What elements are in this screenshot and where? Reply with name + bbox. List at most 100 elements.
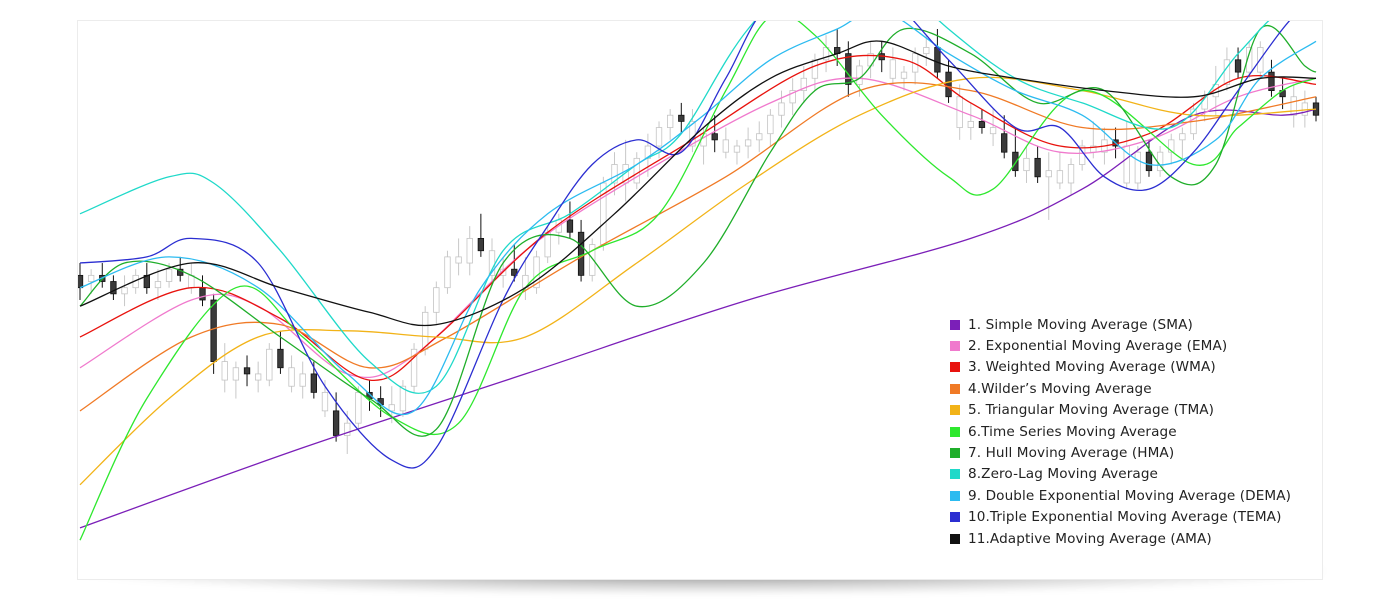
candle-body xyxy=(1056,170,1064,184)
ma-line-10 xyxy=(79,21,1291,469)
legend-swatch xyxy=(950,448,960,459)
candle-body xyxy=(611,164,618,184)
candle-body xyxy=(78,274,84,289)
candle-body xyxy=(243,367,251,375)
candle-body xyxy=(1246,47,1253,73)
candle-body xyxy=(477,238,485,252)
legend-swatch xyxy=(950,319,960,330)
legend-item-ema: 2. Exponential Moving Average (EMA) xyxy=(950,335,1310,356)
legend-swatch xyxy=(950,341,960,352)
candle-body xyxy=(845,53,852,85)
candle-body xyxy=(1268,71,1275,91)
candle-body xyxy=(1223,59,1231,85)
candle-body xyxy=(1045,170,1052,178)
candle-body xyxy=(399,385,407,412)
candle-body xyxy=(577,231,585,276)
ma-line-9 xyxy=(79,21,1317,416)
candle-body xyxy=(889,59,897,79)
ma-line-3 xyxy=(79,54,1317,381)
legend-label: 9. Double Exponential Moving Average (DE… xyxy=(968,487,1292,504)
chart-panel xyxy=(77,20,1323,580)
candle-body xyxy=(667,114,674,128)
ma-line-7 xyxy=(79,25,1317,437)
candle-body xyxy=(355,391,362,424)
candle-body xyxy=(511,268,518,276)
candle-body xyxy=(221,361,228,381)
candle-body xyxy=(533,256,540,289)
candle-body xyxy=(978,120,986,128)
legend-item-tma: 5. Triangular Moving Average (TMA) xyxy=(950,400,1310,421)
candle-body xyxy=(344,422,351,436)
moving-average-lines xyxy=(79,21,1317,541)
ma-line-1 xyxy=(79,108,1317,529)
legend-label: 5. Triangular Moving Average (TMA) xyxy=(968,402,1215,419)
candle-body xyxy=(210,299,217,362)
candle-body xyxy=(989,127,997,135)
legend-label: 7. Hull Moving Average (HMA) xyxy=(968,445,1175,462)
legend-swatch xyxy=(950,383,960,394)
legend-label: 4.Wilder’s Moving Average xyxy=(968,380,1152,397)
legend: 1. Simple Moving Average (SMA) 2. Expone… xyxy=(950,314,1310,549)
candle-body xyxy=(154,281,162,289)
candle-body xyxy=(767,114,774,135)
candle-body xyxy=(1001,133,1008,153)
legend-item-wma: 3. Weighted Moving Average (WMA) xyxy=(950,357,1310,378)
chart-svg xyxy=(78,21,1320,541)
legend-label: 3. Weighted Moving Average (WMA) xyxy=(968,359,1216,376)
candle-body xyxy=(288,367,295,387)
candle-body xyxy=(388,404,395,412)
candle-body xyxy=(589,244,596,276)
candle-body xyxy=(1301,102,1309,116)
candle-body xyxy=(299,373,306,387)
candle-body xyxy=(121,287,128,295)
candle-body xyxy=(722,139,729,153)
candle-body xyxy=(255,373,262,381)
candle-body xyxy=(321,391,329,412)
legend-item-zero-lag: 8.Zero-Lag Moving Average xyxy=(950,464,1310,485)
legend-label: 11.Adaptive Moving Average (AMA) xyxy=(968,530,1212,547)
candle-body xyxy=(188,274,195,289)
candle-body xyxy=(266,348,273,381)
candle-body xyxy=(455,256,462,264)
candle-body xyxy=(900,71,908,79)
candle-body xyxy=(1023,157,1030,172)
legend-item-ama: 11.Adaptive Moving Average (AMA) xyxy=(950,528,1310,549)
candle-body xyxy=(1145,151,1153,172)
ma-line-8 xyxy=(79,21,1270,394)
legend-item-sma: 1. Simple Moving Average (SMA) xyxy=(950,314,1310,335)
candle-body xyxy=(332,410,340,436)
candle-body xyxy=(1134,151,1141,184)
legend-label: 6.Time Series Moving Average xyxy=(968,423,1177,440)
candle-body xyxy=(733,145,741,153)
candle-body xyxy=(789,90,796,104)
candle-body xyxy=(744,139,752,147)
legend-label: 10.Triple Exponential Moving Average (TE… xyxy=(968,509,1282,526)
legend-label: 2. Exponential Moving Average (EMA) xyxy=(968,338,1228,355)
legend-swatch xyxy=(950,362,960,373)
candle-body xyxy=(566,219,574,233)
legend-swatch xyxy=(950,426,960,437)
candle-body xyxy=(87,274,95,282)
candle-body xyxy=(199,287,206,301)
candle-body xyxy=(945,71,952,98)
candle-body xyxy=(1168,139,1175,153)
legend-swatch xyxy=(950,512,960,523)
candle-body xyxy=(444,256,451,289)
legend-item-dema: 9. Double Exponential Moving Average (DE… xyxy=(950,485,1310,506)
candle-body xyxy=(1067,164,1075,184)
ma-line-4 xyxy=(79,82,1317,412)
legend-swatch xyxy=(950,469,960,480)
candle-body xyxy=(277,348,284,369)
candle-body xyxy=(1034,157,1041,178)
candle-body xyxy=(310,373,317,393)
legend-swatch xyxy=(950,490,960,501)
candle-body xyxy=(689,120,696,147)
candle-body xyxy=(1290,96,1297,116)
legend-item-time-series: 6.Time Series Moving Average xyxy=(950,421,1310,442)
legend-item-wilders: 4.Wilder’s Moving Average xyxy=(950,378,1310,399)
candle-body xyxy=(433,287,440,313)
legend-label: 8.Zero-Lag Moving Average xyxy=(968,466,1159,483)
legend-swatch xyxy=(950,533,960,544)
ma-line-6 xyxy=(79,21,1317,541)
legend-item-hma: 7. Hull Moving Average (HMA) xyxy=(950,442,1310,463)
